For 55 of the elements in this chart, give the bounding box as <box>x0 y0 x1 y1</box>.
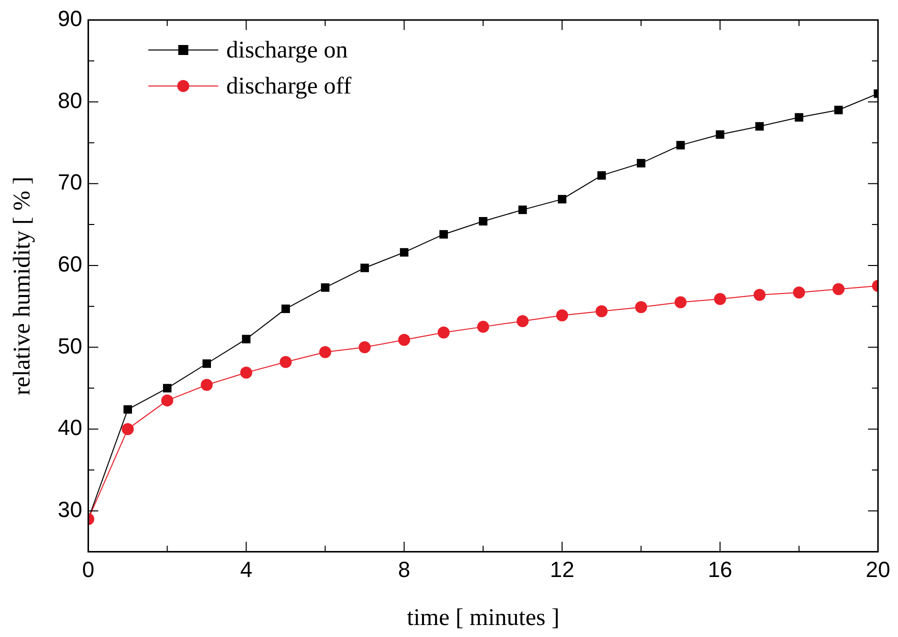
y-tick-label: 60 <box>58 252 82 277</box>
point <box>518 206 527 214</box>
point <box>556 309 568 322</box>
point <box>754 288 766 301</box>
legend-label: discharge off <box>226 73 352 100</box>
x-tick-label: 4 <box>240 557 252 582</box>
point <box>834 106 843 114</box>
point <box>124 405 132 414</box>
point <box>202 359 211 368</box>
point <box>714 292 726 305</box>
point <box>163 384 172 392</box>
point <box>122 423 134 436</box>
point <box>358 341 371 354</box>
point <box>360 264 369 272</box>
x-tick-label: 8 <box>398 557 410 582</box>
point <box>597 171 606 180</box>
point <box>200 378 213 391</box>
y-tick-label: 30 <box>58 496 82 522</box>
point <box>676 140 685 150</box>
point <box>794 113 804 122</box>
point <box>319 346 332 358</box>
point <box>439 230 448 239</box>
point <box>674 296 687 308</box>
point <box>477 320 490 333</box>
x-tick-label: 16 <box>708 557 732 582</box>
point <box>596 305 608 318</box>
x-tick-label: 12 <box>550 557 574 582</box>
y-tick-label: 90 <box>58 6 82 32</box>
x-tick-label: 20 <box>866 557 890 582</box>
point <box>636 158 646 168</box>
y-tick-label: 70 <box>58 170 82 195</box>
y-tick-label: 80 <box>58 88 82 113</box>
y-axis-title: relative humidity [ % ] <box>10 176 36 396</box>
point <box>438 326 450 339</box>
point <box>793 286 806 298</box>
y-tick-label: 50 <box>58 333 82 358</box>
point <box>558 194 566 204</box>
point <box>398 334 410 346</box>
point <box>280 356 292 368</box>
point <box>755 122 764 131</box>
point <box>478 217 488 226</box>
x-axis-title: time [ minutes ] <box>406 604 560 631</box>
point <box>635 301 648 314</box>
point <box>281 304 290 314</box>
point <box>161 394 174 406</box>
point <box>320 283 330 292</box>
point <box>516 315 529 328</box>
point <box>716 130 724 139</box>
point <box>242 334 250 344</box>
x-tick-label: 0 <box>82 557 94 582</box>
point <box>240 366 252 379</box>
point <box>400 248 408 257</box>
y-tick-label: 40 <box>58 415 82 440</box>
point <box>832 283 845 296</box>
legend-label: discharge on <box>226 37 348 64</box>
